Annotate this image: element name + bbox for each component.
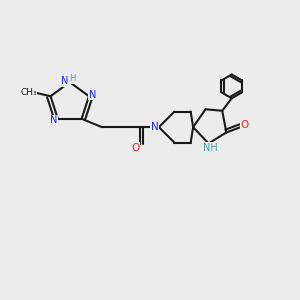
Text: CH₃: CH₃ — [20, 88, 37, 97]
Text: NH: NH — [203, 142, 218, 153]
Text: N: N — [151, 122, 159, 132]
Text: O: O — [131, 143, 139, 153]
Text: O: O — [241, 120, 249, 130]
Text: N: N — [89, 90, 96, 100]
Text: H: H — [69, 74, 75, 83]
Text: N: N — [50, 115, 57, 125]
Text: N: N — [61, 76, 68, 86]
